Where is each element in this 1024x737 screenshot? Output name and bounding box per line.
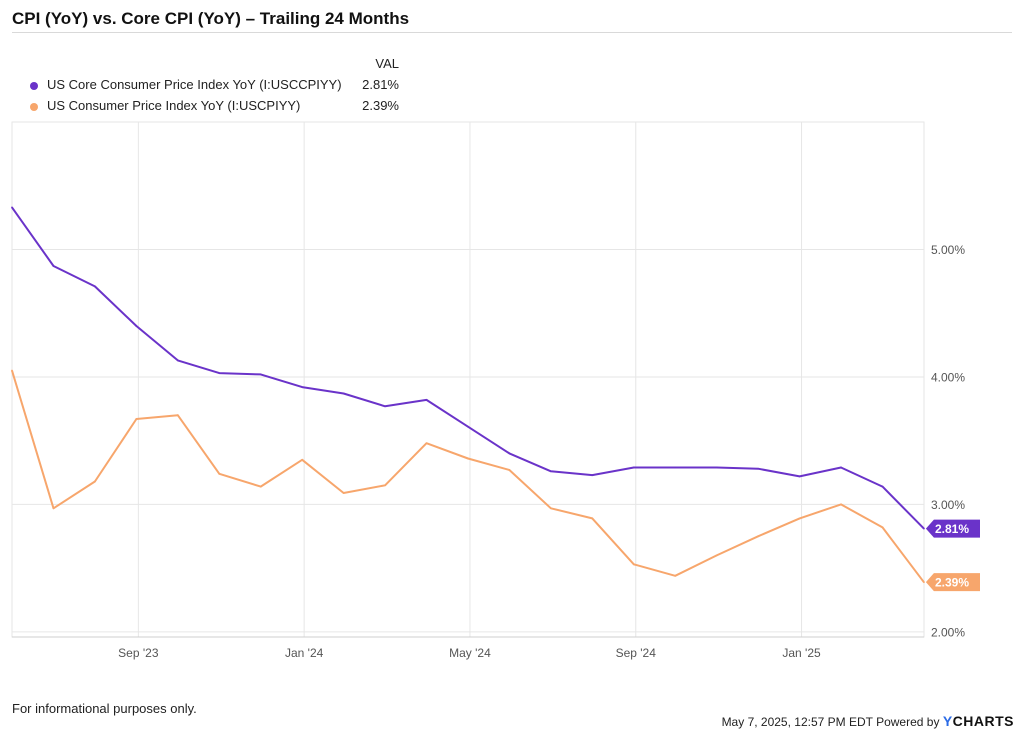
grid-lines [11,121,925,638]
y-tick-label: 5.00% [931,243,965,257]
data-point [757,467,759,470]
data-point [259,373,262,376]
data-point [549,470,552,473]
data-point [923,527,925,530]
x-tick-label: Sep '24 [616,646,657,660]
y-tick-label: 2.00% [931,625,965,639]
legend-label-cpi: US Consumer Price Index YoY (I:USCPIYY) [47,98,301,113]
data-point [632,466,635,469]
ycharts-logo[interactable]: YCHARTS [942,713,1014,729]
end-label-text: 2.81% [935,522,969,536]
data-point [881,485,884,488]
end-label-tag [925,519,980,538]
data-point [840,503,842,506]
data-point [94,285,96,288]
y-tick-label: 4.00% [931,370,965,384]
legend-item-cpi[interactable]: US Consumer Price Index YoY (I:USCPIYY) … [12,98,412,116]
data-point [840,466,842,469]
end-label-1: 2.39% [925,573,980,592]
data-point [342,392,345,395]
title-divider [12,32,1012,33]
data-point [259,485,262,488]
data-point [467,425,469,428]
x-tick-label: Jan '25 [782,646,821,660]
data-point [674,574,677,577]
chart-title: CPI (YoY) vs. Core CPI (YoY) – Trailing … [12,9,410,28]
data-point [508,452,511,455]
legend-value-cpi: 2.39% [362,98,399,113]
axes: 2.00% 3.00% 4.00% 5.00% Sep '23 Jan '24 May '2… [12,243,965,660]
data-point [881,526,884,529]
y-tick-label: 3.00% [931,498,965,512]
end-label-0: 2.81% [925,519,980,538]
data-point [674,466,677,469]
footer-attribution: May 7, 2025, 12:57 PM EDT Powered by YCH… [722,713,1014,729]
data-point [218,372,221,375]
series-line-1[interactable] [11,370,925,583]
x-tick-label: Sep '23 [118,646,159,660]
data-point [301,458,304,461]
data-point [798,475,801,478]
data-point [923,581,925,584]
series-line-0[interactable] [11,206,925,530]
end-labels: 2.81% 2.39% [925,519,980,592]
disclaimer: For informational purposes only. [12,701,197,716]
data-point [549,507,552,510]
plot-border [11,121,925,638]
data-point [715,554,718,557]
data-point [508,469,511,471]
x-tick-label: Jan '24 [285,646,324,660]
data-point [591,474,594,477]
data-point [176,414,179,417]
data-point [52,265,55,267]
series-lines [11,206,925,584]
end-label-text: 2.39% [935,576,969,590]
data-point [342,492,345,494]
data-point [425,398,428,401]
data-point [176,359,179,362]
legend-header: VAL [375,56,399,71]
data-point [94,480,96,483]
data-point [384,405,386,408]
data-point [301,386,304,389]
data-point [135,325,138,327]
data-point [11,369,13,372]
data-point [135,418,138,420]
data-point [798,517,801,520]
data-point [384,484,386,487]
data-point [591,517,594,520]
data-point [425,442,428,445]
data-point [757,535,759,538]
end-label-tag [925,573,980,592]
data-point [715,466,718,469]
x-tick-label: May '24 [449,646,491,660]
data-point [52,507,55,510]
data-point [11,206,13,209]
data-point [218,472,221,475]
legend-dot-cpi [30,103,38,111]
timestamp: May 7, 2025, 12:57 PM EDT Powered by [721,715,940,729]
legend-value-core-cpi: 2.81% [362,77,399,92]
legend-item-core-cpi[interactable]: US Core Consumer Price Index YoY (I:USCC… [12,77,412,95]
data-point [632,563,635,566]
legend-dot-core-cpi [30,82,38,90]
legend-label-core-cpi: US Core Consumer Price Index YoY (I:USCC… [47,77,342,92]
data-point [467,457,469,460]
